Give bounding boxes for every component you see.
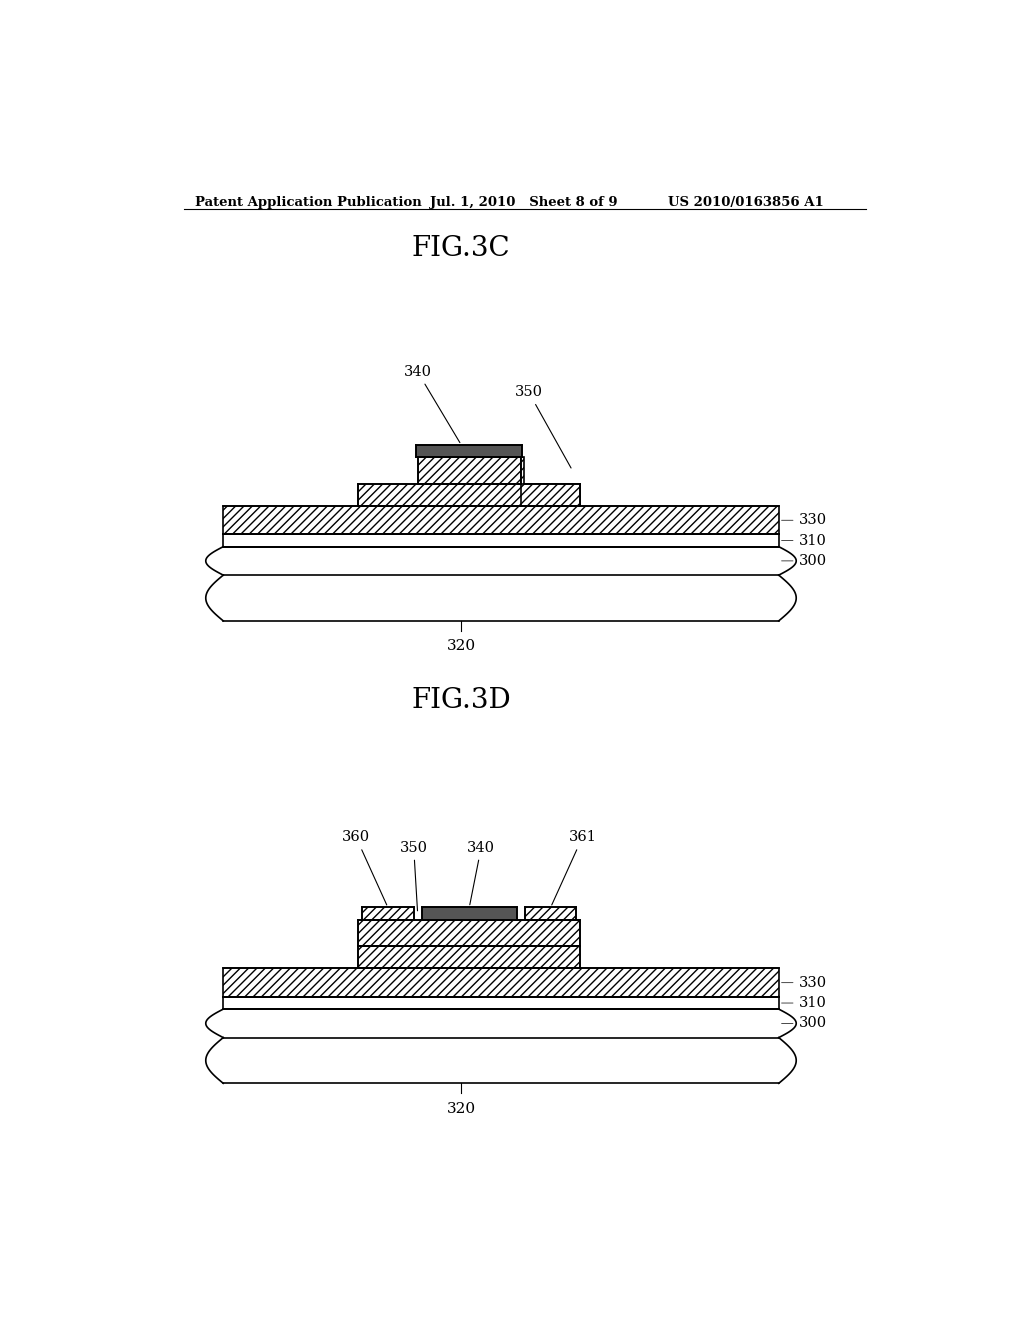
- Bar: [524, 907, 577, 920]
- Bar: [223, 969, 778, 997]
- Text: Patent Application Publication: Patent Application Publication: [196, 195, 422, 209]
- Text: 340: 340: [403, 364, 460, 442]
- Bar: [362, 907, 414, 920]
- Bar: [223, 506, 778, 535]
- Bar: [422, 907, 517, 920]
- Text: 320: 320: [446, 639, 476, 653]
- Text: 300: 300: [781, 1016, 826, 1031]
- Text: 360: 360: [342, 830, 387, 906]
- Text: 300: 300: [781, 554, 826, 568]
- Text: 330: 330: [781, 513, 826, 527]
- Text: 350: 350: [515, 385, 571, 469]
- Bar: [358, 920, 581, 946]
- Text: Jul. 1, 2010   Sheet 8 of 9: Jul. 1, 2010 Sheet 8 of 9: [430, 195, 617, 209]
- Text: 330: 330: [781, 975, 826, 990]
- Text: US 2010/0163856 A1: US 2010/0163856 A1: [668, 195, 823, 209]
- Text: FIG.3C: FIG.3C: [412, 235, 511, 261]
- Text: 361: 361: [552, 830, 596, 906]
- Text: 350: 350: [399, 841, 428, 911]
- Bar: [416, 445, 522, 457]
- Bar: [358, 483, 581, 506]
- Text: FIG.3D: FIG.3D: [412, 686, 511, 714]
- Text: 310: 310: [781, 533, 826, 548]
- Bar: [223, 997, 778, 1008]
- Text: 320: 320: [446, 1102, 476, 1115]
- Text: 340: 340: [467, 841, 496, 904]
- Polygon shape: [521, 457, 581, 506]
- Bar: [358, 946, 581, 969]
- Bar: [223, 535, 778, 546]
- Text: 310: 310: [781, 997, 826, 1010]
- Bar: [418, 457, 521, 483]
